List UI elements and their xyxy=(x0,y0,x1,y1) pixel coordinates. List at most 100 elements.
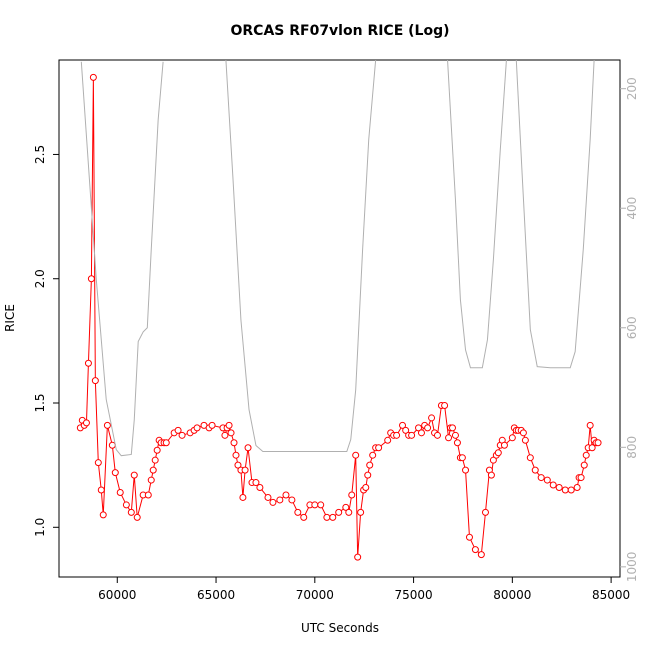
data-point xyxy=(462,466,470,474)
series-line xyxy=(80,61,164,457)
data-point xyxy=(208,421,216,429)
data-point xyxy=(561,486,569,494)
data-point xyxy=(311,501,319,509)
data-point xyxy=(458,454,466,462)
data-point xyxy=(282,491,290,499)
data-point xyxy=(494,449,502,457)
x-tick-label: 75000 xyxy=(394,588,432,602)
data-point xyxy=(276,496,284,504)
data-point xyxy=(489,456,497,464)
x-tick-label: 60000 xyxy=(98,588,136,602)
y2-tick-label: 600 xyxy=(625,316,639,339)
data-point xyxy=(317,501,325,509)
data-point xyxy=(393,431,401,439)
data-point xyxy=(323,513,331,521)
y-tick-label: 2.5 xyxy=(33,145,47,164)
x-tick-label: 70000 xyxy=(296,588,334,602)
data-point xyxy=(256,484,264,492)
data-point xyxy=(94,459,102,467)
data-point xyxy=(508,434,516,442)
data-point xyxy=(582,451,590,459)
data-point xyxy=(342,503,350,511)
data-point xyxy=(433,431,441,439)
data-point xyxy=(252,479,260,487)
data-point xyxy=(335,508,343,516)
series-line xyxy=(515,60,595,369)
data-point xyxy=(500,441,508,449)
series-line xyxy=(225,60,377,452)
chart-title: ORCAS RF07vlon RICE (Log) xyxy=(230,23,449,39)
data-point xyxy=(453,439,461,447)
data-point xyxy=(153,446,161,454)
data-point xyxy=(448,424,456,432)
data-point xyxy=(366,461,374,469)
data-point xyxy=(162,439,170,447)
data-point xyxy=(116,488,124,496)
y2-tick-label: 800 xyxy=(625,436,639,459)
data-point xyxy=(300,513,308,521)
data-point xyxy=(294,508,302,516)
data-point xyxy=(364,471,372,479)
x-tick-label: 80000 xyxy=(493,588,531,602)
y-tick-label: 2.0 xyxy=(33,269,47,288)
data-point xyxy=(348,491,356,499)
data-point xyxy=(89,73,97,81)
y2-tick-label: 1000 xyxy=(625,552,639,583)
data-point xyxy=(87,275,95,283)
data-point xyxy=(221,431,229,439)
y2-tick-label: 400 xyxy=(625,197,639,220)
data-point xyxy=(428,414,436,422)
series-line xyxy=(447,60,507,369)
data-point xyxy=(445,434,453,442)
data-point xyxy=(345,508,353,516)
y-tick-label: 1.0 xyxy=(33,518,47,537)
data-point xyxy=(531,466,539,474)
data-point xyxy=(586,421,594,429)
data-point xyxy=(441,401,449,409)
data-point xyxy=(471,546,479,554)
y2-tick-label: 200 xyxy=(625,77,639,100)
data-point xyxy=(193,424,201,432)
data-point xyxy=(415,424,423,432)
data-point xyxy=(130,471,138,479)
data-point xyxy=(149,466,157,474)
x-axis-label: UTC Seconds xyxy=(301,621,379,635)
data-point xyxy=(99,511,107,519)
data-point xyxy=(133,513,141,521)
data-point xyxy=(232,451,240,459)
data-point xyxy=(244,444,252,452)
y-axis-label: RICE xyxy=(3,304,17,332)
data-point xyxy=(417,429,425,437)
data-point xyxy=(362,484,370,492)
data-point xyxy=(519,429,527,437)
data-point xyxy=(354,553,362,561)
data-point xyxy=(543,476,551,484)
x-tick-label: 85000 xyxy=(592,588,630,602)
y-tick-label: 1.5 xyxy=(33,393,47,412)
data-point xyxy=(487,471,495,479)
data-point xyxy=(241,466,249,474)
data-point xyxy=(151,456,159,464)
data-point xyxy=(477,551,485,559)
data-point xyxy=(91,377,99,385)
data-point xyxy=(230,439,238,447)
data-point xyxy=(174,426,182,434)
data-point xyxy=(239,493,247,501)
data-point xyxy=(526,454,534,462)
data-point xyxy=(227,429,235,437)
data-point xyxy=(103,421,111,429)
data-point xyxy=(357,508,365,516)
data-point xyxy=(465,533,473,541)
data-point xyxy=(111,469,119,477)
data-point xyxy=(264,493,272,501)
plot-frame xyxy=(58,59,621,578)
data-point xyxy=(82,419,90,427)
data-point xyxy=(108,441,116,449)
data-point xyxy=(580,461,588,469)
data-point xyxy=(424,424,432,432)
data-point xyxy=(451,431,459,439)
data-point xyxy=(225,421,233,429)
data-point xyxy=(84,359,92,367)
data-point xyxy=(384,436,392,444)
data-point xyxy=(288,496,296,504)
